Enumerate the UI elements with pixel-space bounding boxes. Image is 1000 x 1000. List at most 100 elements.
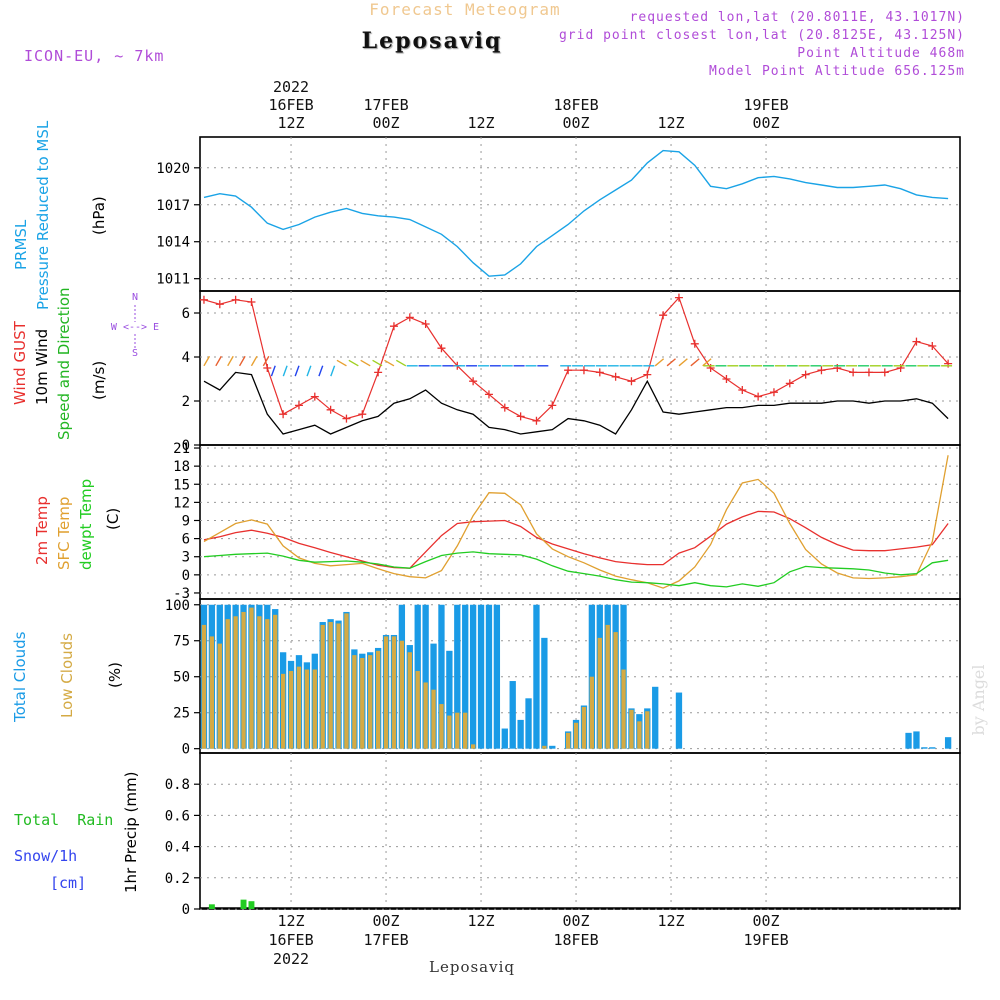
wind-direction-arrow [270,365,276,377]
prmsl-label: PRMSL [12,219,30,270]
low-cloud-bar [542,745,547,749]
low-cloud-bar [273,614,278,749]
y-tick-label: 6 [182,532,190,548]
low-cloud-bar [296,666,302,749]
total-cloud-bar [446,650,453,749]
y-tick-label: 0.6 [165,808,190,824]
low-cloud-bar [249,607,254,749]
y-tick-label: 50 [173,670,190,686]
gust-marker [500,403,509,412]
y-tick-label: 75 [173,634,190,650]
gust-marker [817,366,826,375]
wind-direction-arrow [372,359,383,367]
wind-unit-label: (m/s) [90,361,108,400]
wind-direction-arrow [330,365,336,377]
low-cloud-bar [470,744,476,749]
y-tick-label: 12 [173,495,190,511]
x-tick-label-top: 12Z [657,114,684,132]
wind-direction-arrow [348,359,359,367]
t2m-line [203,510,949,569]
prmsl-desc-label: Pressure Reduced to MSL [34,120,52,310]
gust-marker [215,300,224,309]
bottom-station-label: Leposaviq [429,958,515,976]
low-cloud-bar [320,624,325,749]
gust-marker [532,416,541,425]
total-cloud-bar [652,686,659,749]
y-tick-label: 0 [182,438,190,454]
y-tick-label: 0.2 [165,871,190,887]
y-tick-label: -3 [173,586,190,602]
data-layer [199,149,960,909]
wind-direction-arrow [395,359,407,367]
model-point-altitude: Model Point Altitude 656.125m [709,64,965,79]
total-cloud-bar [501,728,508,749]
low-cloud-bar [565,732,571,749]
gust-marker [864,368,873,377]
low-cloud-bar [288,670,294,749]
gust-marker [564,366,573,375]
low-cloud-bar [399,640,405,749]
total-cloud-bar [454,604,461,749]
wind-direction-arrow [215,355,222,367]
y-tick-label: 1020 [156,161,190,177]
total-cloud-bar [541,637,548,749]
gust-marker [263,364,272,372]
x-date-label-top: 18FEB [553,96,598,114]
gust-marker [342,414,351,423]
gust-marker [421,320,430,328]
dewpt-label: dewpt Temp [77,479,95,570]
total-cloud-bar [533,604,540,749]
low-cloud-bar [280,673,286,749]
y-tick-label: 1011 [156,272,190,288]
total-cloud-bar [944,737,952,749]
y-tick-label: 0 [182,902,190,918]
y-tick-label: 1017 [156,198,190,214]
wind-direction-arrow [250,355,258,367]
total-cloud-bar [913,731,920,749]
x-year-label-bottom: 2022 [273,950,309,968]
total-cloud-bar [493,604,501,749]
panel-frame [199,752,961,910]
prmsl-line [203,149,949,277]
total-cloud-bar [422,604,429,749]
low-cloud-bar [225,619,230,749]
cloud-unit-label: (%) [106,662,124,688]
low-cloud-bar [439,704,444,749]
gust-marker [358,410,367,419]
y-tick-label: 2 [182,394,190,410]
wind-direction-arrow [262,355,270,367]
y-tick-label: 6 [182,306,190,322]
gust-marker [674,293,683,302]
gust-marker [199,295,208,304]
x-date-label-top: 16FEB [268,96,313,114]
low-cloud-bar [613,632,618,749]
low-cloud-bar [431,689,436,749]
low-cloud-bar [201,624,207,749]
low-cloud-bar [209,636,215,749]
x-tick-label-bottom: 00Z [562,912,589,930]
wind-direction-arrow [336,359,347,367]
low-cloud-bar [621,669,626,749]
x-date-label-bottom: 16FEB [268,931,313,949]
low-cloud-bar [360,658,365,749]
low-cloud-bar [304,669,310,749]
low-cloud-bar [312,669,317,749]
y-tick-label: 0 [182,742,190,758]
gust-marker [405,313,414,322]
wind-label: 10m Wind [33,329,51,405]
x-tick-label-bottom: 12Z [277,912,304,930]
wind-direction-arrow [227,355,234,367]
low-cloud-bar [581,706,587,749]
y-tick-label: 0 [182,568,190,584]
low-cloud-bar [455,712,460,749]
precip-axis-label: 1hr Precip (mm) [122,772,140,893]
x-tick-label-bottom: 12Z [657,912,684,930]
gust-marker [643,370,652,379]
gust-marker [690,339,699,348]
gust-marker [611,372,620,381]
x-date-label-top: 17FEB [363,96,408,114]
compass-south: S [132,348,138,359]
x-tick-label-top: 12Z [277,114,304,132]
low-cloud-bar [597,637,602,749]
point-altitude: Point Altitude 468m [797,46,965,61]
